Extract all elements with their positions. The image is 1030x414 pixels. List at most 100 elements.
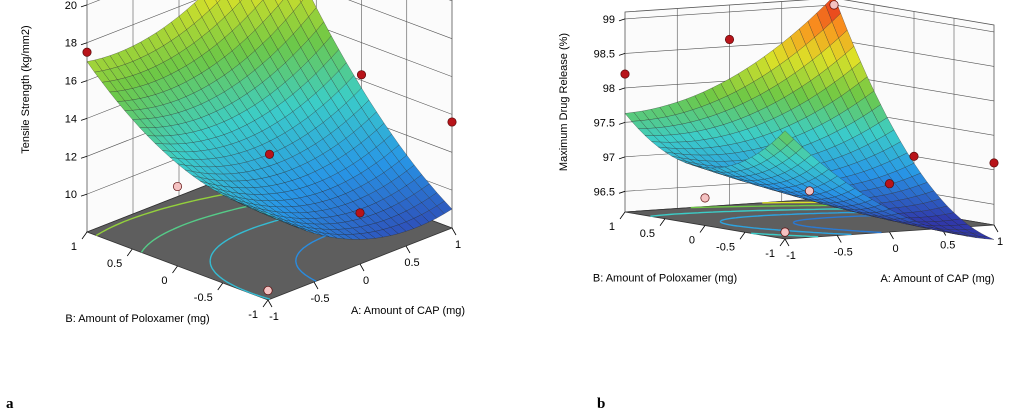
- z-tick-label: 20: [65, 0, 77, 12]
- b-tick-label: 0: [161, 275, 167, 287]
- response-surface: [624, 0, 995, 240]
- b-axis: -1 -0.5 0 0.5 1 B: Amount of Poloxamer (mg): [593, 211, 786, 285]
- z-tick: [80, 193, 88, 197]
- z-axis-label: Maximum Drug Release (%): [558, 33, 570, 171]
- z-axis-label: Tensile Strength (kg/mm2): [20, 25, 32, 153]
- a-tick-label: 0: [363, 275, 369, 287]
- design-point: [82, 47, 92, 57]
- a-tick-label: -0.5: [834, 247, 853, 259]
- b-axis-label: B: Amount of Poloxamer (mg): [65, 313, 209, 325]
- b-tick: [126, 248, 133, 257]
- a-axis: -1 -0.5 0 0.5 1 A: Amount of CAP (mg): [784, 224, 1003, 285]
- z-tick-label: 98.5: [594, 48, 615, 60]
- panel-label: a: [6, 396, 14, 412]
- b-tick: [619, 211, 626, 220]
- z-tick-label: 99: [603, 14, 615, 26]
- design-point: [829, 0, 839, 10]
- a-tick-label: -1: [269, 311, 279, 323]
- z-tick-label: 14: [65, 113, 77, 125]
- b-tick-label: -0.5: [194, 292, 213, 304]
- a-tick: [405, 245, 411, 254]
- z-tick-label: 10: [65, 189, 77, 201]
- z-tick: [80, 80, 88, 83]
- a-tick: [784, 238, 790, 247]
- z-tick: [80, 42, 88, 46]
- design-point: [263, 285, 273, 296]
- design-point: [447, 117, 457, 127]
- a-tick-label: -0.5: [311, 293, 330, 305]
- b-tick: [262, 299, 269, 308]
- b-tick-label: -1: [248, 309, 258, 321]
- z-tick-label: 97.5: [594, 117, 615, 129]
- design-point: [909, 151, 919, 161]
- a-tick-label: 0.5: [404, 257, 419, 269]
- surface-cell: [215, 0, 221, 4]
- design-point: [989, 158, 999, 168]
- z-tick: [618, 87, 626, 91]
- z-tick-label: 97: [603, 152, 615, 164]
- a-tick-label: -1: [786, 250, 796, 262]
- b-axis-label: B: Amount of Poloxamer (mg): [593, 273, 737, 285]
- b-tick-label: -0.5: [716, 241, 735, 253]
- z-tick-label: 98: [603, 83, 615, 95]
- surface-cell: [274, 0, 284, 7]
- chart-panel-b: 96.5 97 97.5 98 98.5 99 Maximum Drug Release (…: [515, 0, 1030, 414]
- b-tick-label: 1: [71, 241, 77, 253]
- b-axis: -1 -0.5 0 0.5 1 B: Amount of Poloxamer (mg): [65, 231, 269, 325]
- a-tick: [313, 281, 319, 290]
- surface-cell: [777, 130, 795, 146]
- z-tick: [618, 190, 626, 194]
- b-tick: [739, 232, 746, 240]
- design-point: [700, 193, 710, 203]
- design-point: [264, 149, 275, 159]
- a-tick-label: 1: [997, 236, 1003, 248]
- b-tick-label: 0.5: [107, 258, 122, 270]
- design-points: [82, 47, 457, 296]
- design-points: [620, 0, 999, 237]
- panel-label: b: [597, 396, 605, 412]
- surface-plot-b: 96.5 97 97.5 98 98.5 99 Maximum Drug Release (…: [558, 0, 1003, 412]
- design-point: [884, 179, 895, 189]
- design-point: [724, 34, 735, 45]
- b-tick: [172, 265, 178, 274]
- z-tick: [618, 156, 626, 160]
- b-tick: [81, 231, 88, 240]
- z-tick-label: 12: [65, 151, 77, 163]
- z-tick-label: 16: [65, 76, 77, 88]
- design-point: [620, 69, 630, 79]
- a-axis-label: A: Amount of CAP (mg): [351, 305, 465, 317]
- z-tick: [618, 18, 626, 22]
- a-tick-label: 0.5: [940, 240, 955, 252]
- a-tick: [889, 231, 894, 240]
- a-tick-label: 1: [455, 239, 461, 251]
- z-tick: [80, 155, 88, 159]
- design-point: [356, 70, 367, 80]
- z-tick: [618, 52, 626, 56]
- wall-gridline: [86, 0, 453, 43]
- z-tick-label: 96.5: [594, 186, 615, 198]
- a-tick: [993, 224, 999, 233]
- a-axis-label: A: Amount of CAP (mg): [880, 273, 994, 285]
- a-axis: -1 -0.5 0 0.5 1 A: Amount of CAP (mg): [267, 227, 465, 323]
- design-point: [172, 181, 183, 192]
- b-tick: [659, 218, 666, 226]
- chart-panel-a: 10121416182022Tensile Strength (kg/mm2)-…: [6, 0, 465, 412]
- a-tick: [451, 227, 457, 236]
- b-tick: [699, 225, 706, 233]
- b-tick: [217, 282, 224, 291]
- a-tick: [359, 263, 365, 272]
- b-tick-label: 0.5: [640, 228, 655, 240]
- design-point: [804, 186, 815, 196]
- design-point: [780, 227, 790, 237]
- z-axis: 10121416182022Tensile Strength (kg/mm2): [20, 0, 88, 201]
- response-surface: [86, 0, 453, 240]
- z-tick: [80, 118, 88, 121]
- surface-cell: [260, 210, 276, 218]
- z-tick-label: 18: [65, 38, 77, 50]
- a-tick: [836, 235, 842, 243]
- z-tick: [80, 4, 88, 8]
- a-tick: [267, 299, 273, 308]
- b-tick-label: 1: [609, 221, 615, 233]
- b-tick: [779, 238, 786, 247]
- b-tick-label: 0: [689, 235, 695, 247]
